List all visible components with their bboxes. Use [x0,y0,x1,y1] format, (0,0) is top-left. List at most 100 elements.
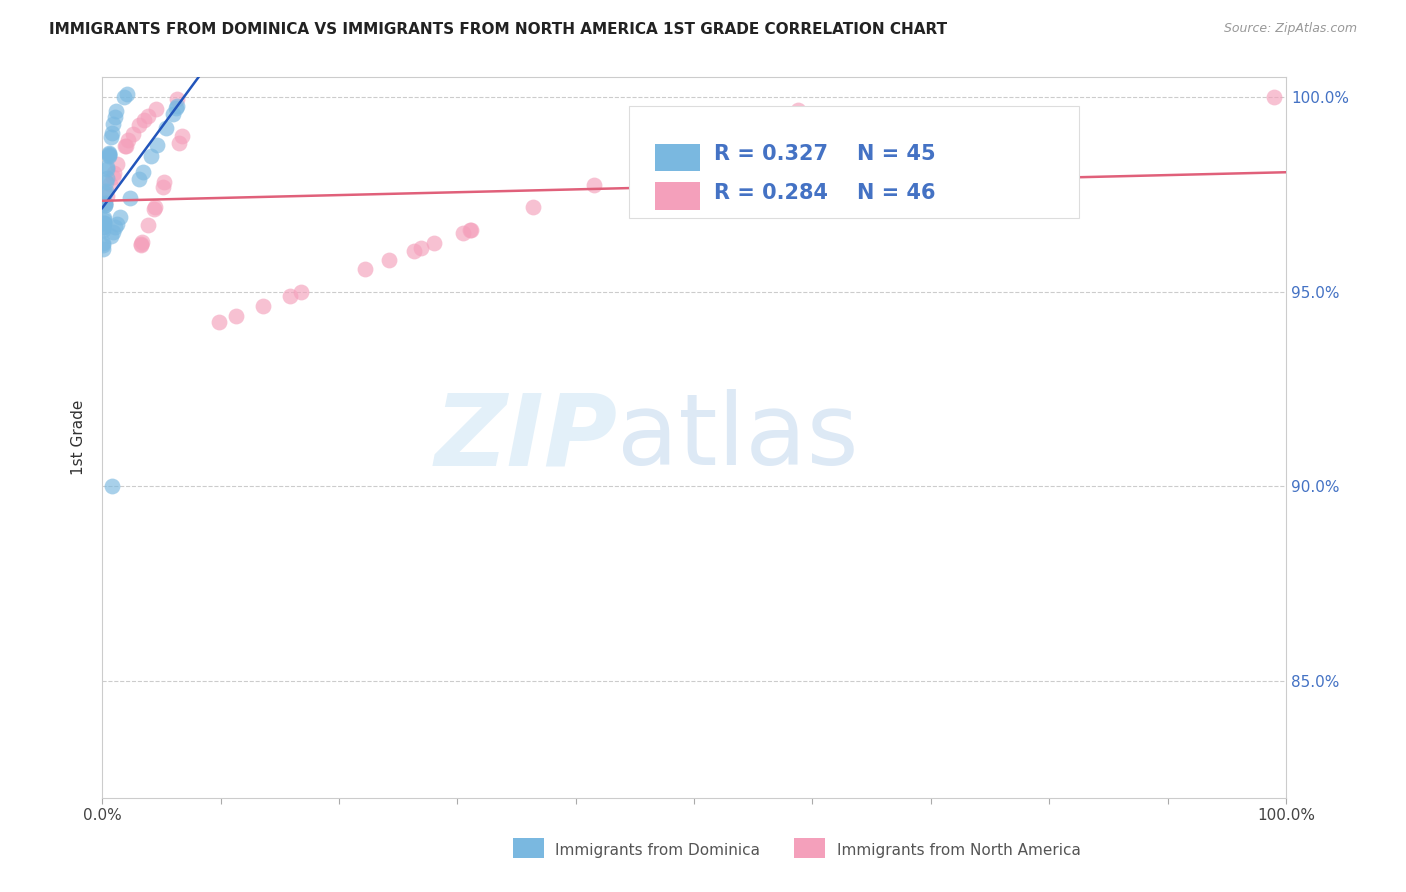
Point [100,129,122,144]
Point [280,289,302,303]
Point [141,149,163,163]
Point [129,236,152,251]
Point [128,172,150,186]
Point [114,139,136,153]
Point [170,129,193,144]
Point [110,210,132,224]
Point [93,220,115,235]
Bar [513,838,544,858]
Point [94,196,117,211]
Point [404,244,426,258]
Point [409,241,432,255]
Point [155,120,177,135]
Point [105,103,128,118]
Text: Immigrants from North America: Immigrants from North America [837,843,1080,858]
Point [458,223,481,237]
Point [96,160,118,174]
Point [522,200,544,214]
Bar [655,144,700,171]
Point [97,145,120,160]
Point [132,112,155,127]
Point [582,178,605,192]
Point [105,217,128,231]
Point [145,138,167,153]
Point [93,213,115,227]
Bar [794,838,825,858]
Point [354,261,377,276]
Point [128,118,150,132]
Text: ZIP: ZIP [434,389,617,486]
Point [104,110,127,124]
Point [93,238,115,252]
Point [451,226,474,240]
Text: atlas: atlas [617,389,859,486]
Point [101,169,124,184]
Point [145,103,167,117]
Point [136,109,159,123]
Point [96,189,118,203]
Point [93,216,115,230]
Text: Immigrants from Dominica: Immigrants from Dominica [555,843,761,858]
Point [93,243,115,257]
Point [100,229,122,244]
Point [112,90,135,104]
Point [93,220,115,235]
Point [93,198,115,212]
Point [378,253,401,268]
Point [153,175,176,189]
Point [100,479,122,493]
Point [787,103,810,117]
Point [118,191,141,205]
Point [121,127,143,141]
Point [101,117,124,131]
Text: R = 0.327    N = 45: R = 0.327 N = 45 [714,145,936,164]
Point [648,153,671,168]
Point [692,137,714,152]
Point [96,175,118,189]
Point [136,219,159,233]
Point [423,236,446,251]
Point [93,236,115,251]
FancyBboxPatch shape [628,106,1078,218]
Point [290,285,312,300]
Point [94,195,117,210]
Point [93,216,115,230]
Point [94,186,117,200]
Point [96,171,118,186]
Point [131,235,153,250]
Point [97,147,120,161]
Text: IMMIGRANTS FROM DOMINICA VS IMMIGRANTS FROM NORTH AMERICA 1ST GRADE CORRELATION : IMMIGRANTS FROM DOMINICA VS IMMIGRANTS F… [49,22,948,37]
Point [101,225,124,239]
Point [103,166,125,180]
Point [98,177,121,191]
Point [169,136,191,150]
Point [97,148,120,162]
Point [152,180,174,194]
Text: R = 0.284    N = 46: R = 0.284 N = 46 [714,183,936,203]
Point [208,316,231,330]
Point [97,149,120,163]
Point [132,164,155,178]
Point [162,106,184,120]
Point [94,185,117,199]
Point [129,238,152,252]
Point [143,202,166,216]
Bar [655,183,700,210]
Point [166,98,188,112]
Point [165,101,187,115]
Point [93,198,115,212]
Point [115,87,138,101]
Point [93,223,115,237]
Point [634,159,657,173]
Point [96,161,118,176]
Point [252,299,274,313]
Point [104,220,127,235]
Point [105,157,128,171]
Point [460,223,482,237]
Point [143,200,166,214]
Y-axis label: 1st Grade: 1st Grade [72,401,86,475]
Point [114,138,136,153]
Point [93,211,115,225]
Text: Source: ZipAtlas.com: Source: ZipAtlas.com [1223,22,1357,36]
Point [100,126,122,140]
